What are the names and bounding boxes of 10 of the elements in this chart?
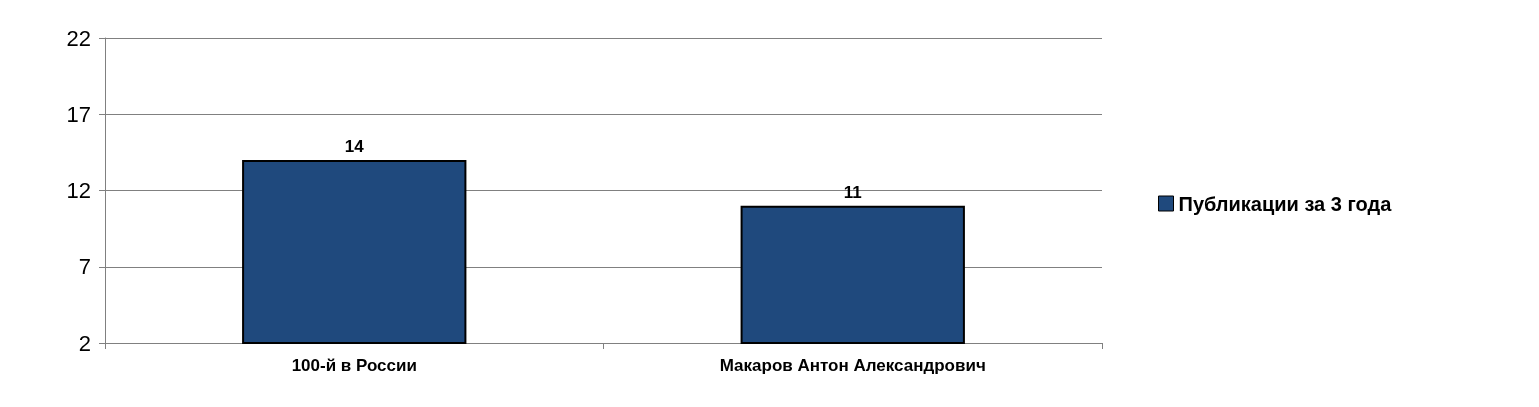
x-tick-label: 100-й в России (291, 356, 417, 375)
legend-label: Публикации за 3 года (1178, 192, 1393, 215)
x-tick-label: Макаров Антон Александрович (719, 356, 986, 375)
y-tick-label: 7 (78, 254, 91, 280)
y-tick-label: 2 (78, 330, 91, 356)
data-label: 14 (344, 137, 365, 156)
y-tick-label: 22 (66, 25, 91, 51)
y-tick-label: 12 (66, 178, 91, 203)
data-label: 11 (843, 182, 862, 202)
y-tick-label: 17 (66, 101, 91, 127)
